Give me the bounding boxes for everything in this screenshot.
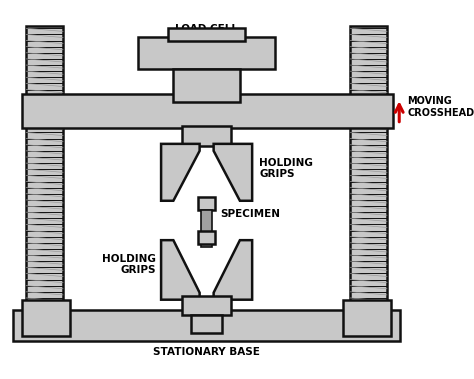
Bar [168,28,245,41]
Text: LOAD CELL: LOAD CELL [175,24,238,34]
Bar [13,310,400,341]
Bar [198,197,215,210]
Bar [138,37,275,69]
Bar [26,26,63,301]
Bar [201,210,212,247]
Text: SPECIMEN: SPECIMEN [220,209,281,219]
Bar [350,26,387,301]
Bar [173,69,240,102]
Bar [22,94,393,128]
Text: HOLDING
GRIPS: HOLDING GRIPS [259,158,313,179]
Bar [182,296,231,315]
Polygon shape [161,144,200,201]
Text: STATIONARY BASE: STATIONARY BASE [153,347,260,357]
Text: MOVING
CROSSHEAD: MOVING CROSSHEAD [407,96,474,118]
Polygon shape [214,144,252,201]
Bar [191,315,222,333]
Bar [343,300,392,337]
Polygon shape [214,240,252,300]
Text: HOLDING
GRIPS: HOLDING GRIPS [102,254,156,276]
Bar [198,232,215,244]
Polygon shape [161,240,200,300]
Bar [182,126,231,146]
Bar [22,300,70,337]
